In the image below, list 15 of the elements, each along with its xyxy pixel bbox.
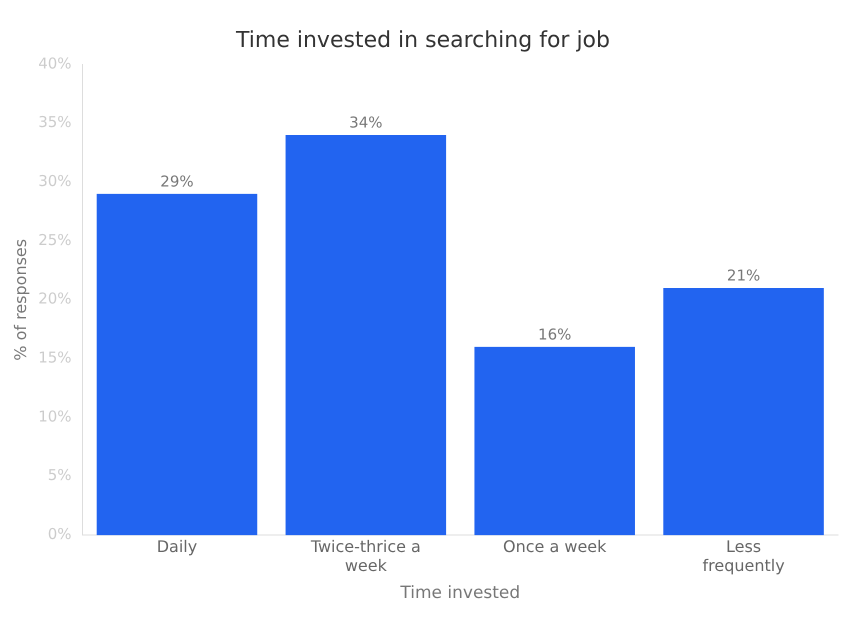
x-axis-title: Time invested (399, 583, 520, 604)
bar (663, 288, 824, 536)
x-tick-label: Once a week (503, 536, 608, 556)
data-label: 34% (349, 113, 383, 132)
data-label: 21% (726, 266, 760, 284)
x-tick-label: Daily (156, 536, 198, 556)
x-tick-label: Less frequently (702, 536, 785, 576)
bar (474, 346, 635, 536)
data-label: 29% (160, 172, 194, 190)
x-tick-label: Twice-thrice a week (310, 536, 421, 576)
bar (96, 194, 258, 536)
data-label: 16% (538, 325, 572, 344)
y-axis-title: % of responses (10, 238, 30, 361)
bar (286, 135, 446, 536)
chart-title: Time invested in searching for job (235, 28, 610, 53)
